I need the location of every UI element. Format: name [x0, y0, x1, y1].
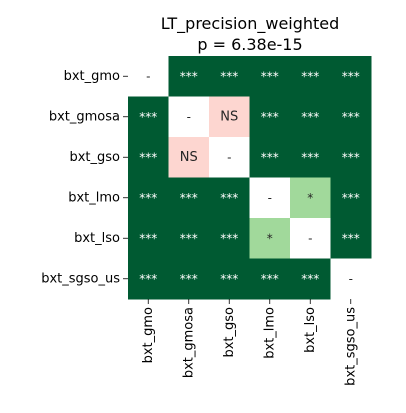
heatmap-cell-label: *** [261, 150, 279, 164]
heatmap-cell-label: *** [180, 191, 198, 205]
heatmap-cell-label: *** [139, 191, 157, 205]
heatmap-cell [290, 218, 331, 259]
row-tick-labels: bxt_gmo bxt_gmosa bxt_gso bxt_lmo bxt_lsobxt… [41, 69, 128, 286]
row-tick-label: bxt_lso [74, 231, 120, 246]
heatmap-cell-label: - [146, 69, 150, 83]
heatmap-cell-label: *** [139, 231, 157, 245]
heatmap-cell [249, 177, 291, 219]
heatmap-cell-label: *** [342, 231, 360, 245]
heatmap-cell [128, 56, 169, 97]
row-tick-label: bxt_gso [69, 150, 120, 165]
heatmap-cell [209, 96, 250, 138]
heatmap-cell [209, 177, 250, 219]
chart-title: LT_precision_weighted [161, 14, 340, 34]
heatmap-cell [168, 177, 210, 219]
heatmap-cell-label: *** [180, 69, 198, 83]
heatmap-cell [168, 258, 210, 300]
chart-subtitle: p = 6.38e-15 [197, 35, 302, 54]
row-tick-label: bxt_gmo [64, 69, 120, 84]
row-tick-label: bxt_gmosa [49, 109, 120, 124]
heatmap-cell [168, 137, 210, 178]
heatmap-cell-label: *** [301, 150, 319, 164]
column-tick-label: bxt_lso [303, 307, 318, 353]
heatmap-cell [290, 96, 331, 138]
heatmap-cell-label: *** [139, 272, 157, 286]
column-tick-label: bxt_gmosa [181, 307, 196, 378]
heatmap-cell-label: * [307, 191, 313, 205]
heatmap-cell-label: *** [139, 110, 157, 124]
heatmap-cell-label: *** [220, 272, 238, 286]
column-tick-label: bxt_sgso_us [343, 307, 358, 386]
column-tick-label: bxt_gso [222, 307, 237, 358]
heatmap-cell-label: *** [180, 231, 198, 245]
heatmap-cell-label: *** [180, 272, 198, 286]
heatmap-cell [128, 177, 169, 219]
column-tick-label: bxt_gmo [141, 307, 156, 363]
column-tick-labels: bxt_gmo bxt_gmosa bxt_gso bxt_lmo bxt_lso bxt… [141, 299, 358, 386]
heatmap-cell-label: *** [220, 69, 238, 83]
heatmap-cell [290, 56, 331, 97]
row-tick-label: bxt_lmo [68, 190, 120, 205]
heatmap-cell [168, 56, 210, 97]
heatmap-cell-label: *** [342, 191, 360, 205]
heatmap-cell [330, 177, 372, 219]
column-tick-label: bxt_lmo [262, 307, 277, 359]
heatmap-cell-labels: - *** *** *** *** ****** - NS *** *** ****** NS - ***… [139, 69, 360, 286]
heatmap-cell-label: - [268, 191, 272, 205]
heatmap-cell [330, 258, 372, 300]
heatmap-cell-label: NS [220, 109, 238, 124]
heatmap-cell [290, 258, 331, 300]
heatmap-cell [128, 218, 169, 259]
heatmap-cell [330, 96, 372, 138]
heatmap-cell-label: *** [342, 69, 360, 83]
heatmap-cell [249, 96, 291, 138]
heatmap-cell-label: - [308, 231, 312, 245]
heatmap-cell-label: *** [220, 231, 238, 245]
heatmap-cell [330, 137, 372, 178]
heatmap-cell-label: * [267, 231, 273, 245]
heatmap-cell [330, 218, 372, 259]
heatmap-cell [249, 258, 291, 300]
heatmap-cell [128, 137, 169, 178]
heatmap-cell-label: *** [301, 110, 319, 124]
heatmap-cell-label: - [227, 150, 231, 164]
heatmap-cell-label: *** [261, 272, 279, 286]
heatmap-cell [168, 96, 210, 138]
heatmap-cell-label: *** [342, 110, 360, 124]
heatmap-cell [209, 258, 250, 300]
heatmap-cell [249, 56, 291, 97]
heatmap-cell [249, 137, 291, 178]
heatmap-cell-label: *** [342, 150, 360, 164]
heatmap-cell [128, 258, 169, 300]
heatmap-cell [128, 96, 169, 138]
heatmap-cell [209, 137, 250, 178]
heatmap-cell-label: - [187, 110, 191, 124]
heatmap-cell-label: - [349, 272, 353, 286]
heatmap-cell-label: *** [261, 110, 279, 124]
heatmap-cell [290, 177, 331, 219]
heatmap-cell-label: *** [301, 272, 319, 286]
heatmap-cell [290, 137, 331, 178]
heatmap-cell-label: NS [180, 150, 198, 165]
heatmap-cell-label: *** [139, 150, 157, 164]
heatmap-cell [249, 218, 291, 259]
heatmap-cell [168, 218, 210, 259]
heatmap-cell-label: *** [301, 69, 319, 83]
heatmap-cell [209, 56, 250, 97]
heatmap-cell [330, 56, 372, 97]
heatmap-cells [128, 56, 372, 300]
heatmap-cell [209, 218, 250, 259]
heatmap-cell-label: *** [220, 191, 238, 205]
heatmap-cell-label: *** [261, 69, 279, 83]
row-tick-label: bxt_sgso_us [41, 271, 120, 286]
